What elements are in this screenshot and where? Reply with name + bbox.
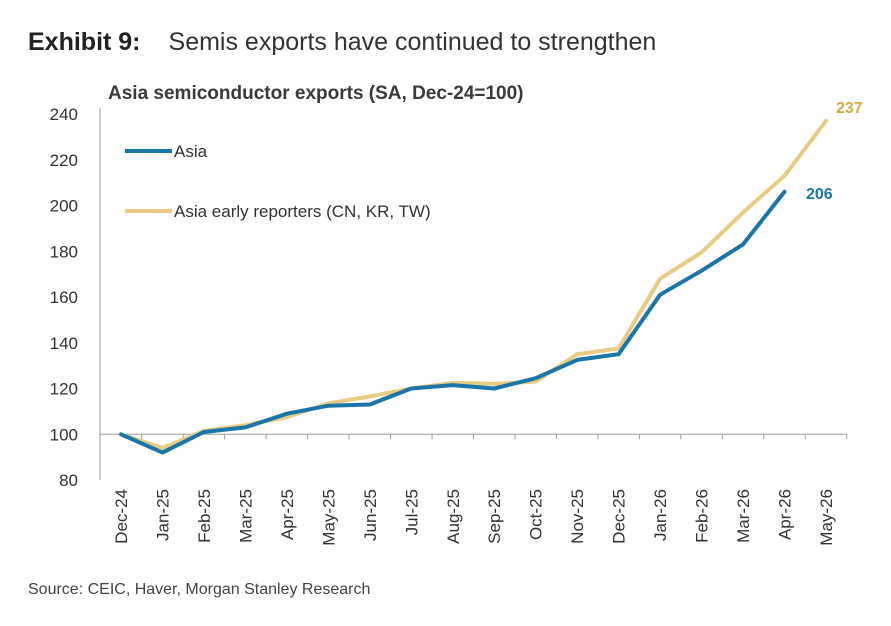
x-tick-label: Apr-25	[278, 489, 297, 540]
x-tick-label: Oct-25	[527, 489, 546, 540]
legend-label: Asia early reporters (CN, KR, TW)	[174, 202, 431, 221]
x-tick-label: Mar-25	[236, 489, 255, 543]
x-tick-label: Apr-26	[776, 489, 795, 540]
x-tick-label: Jul-25	[402, 489, 421, 535]
exhibit-title: Semis exports have continued to strength…	[168, 28, 657, 56]
y-tick-label: 140	[50, 334, 78, 353]
x-tick-label: Dec-25	[610, 489, 629, 544]
y-tick-label: 80	[59, 471, 78, 490]
x-tick-label: Nov-25	[568, 489, 587, 544]
y-tick-label: 200	[50, 197, 78, 216]
axes	[99, 108, 848, 480]
x-tick-label: Dec-24	[112, 489, 131, 544]
end-value-label: 206	[806, 186, 833, 203]
end-labels: 206 237	[806, 100, 863, 203]
y-tick-label: 220	[50, 151, 78, 170]
y-tick-label: 120	[50, 380, 78, 399]
x-tick-label: Feb-26	[693, 489, 712, 543]
y-tick-label: 180	[50, 242, 78, 261]
x-tick-label: Mar-26	[734, 489, 753, 543]
series-lines	[119, 118, 828, 455]
series-line-asia	[119, 189, 787, 455]
x-tick-label: Aug-25	[444, 489, 463, 544]
x-tick-label: May-26	[817, 489, 836, 546]
source-note: Source: CEIC, Haver, Morgan Stanley Rese…	[28, 581, 371, 598]
x-tick-label: Feb-25	[195, 489, 214, 543]
y-tick-label: 240	[50, 105, 78, 124]
end-value-label: 237	[836, 100, 863, 117]
legend: Asia Asia early reporters (CN, KR, TW)	[125, 142, 431, 221]
x-tick-label: Jan-26	[651, 489, 670, 541]
x-tick-label: Jan-25	[153, 489, 172, 541]
y-tick-label: 100	[50, 425, 78, 444]
series-line-asia-early-reporters	[119, 118, 828, 450]
exhibit-number: Exhibit 9:	[28, 28, 141, 56]
x-tick-label: May-25	[319, 489, 338, 546]
y-tick-label: 160	[50, 288, 78, 307]
x-tick-label: Jun-25	[361, 489, 380, 541]
y-axis-labels: 80 100 120 140 160 180 200 220 240	[50, 105, 78, 490]
chart-title: Asia semiconductor exports (SA, Dec-24=1…	[108, 83, 524, 104]
x-axis-labels: Dec-24 Jan-25 Feb-25 Mar-25 Apr-25 May-25 Jun-…	[112, 489, 836, 546]
legend-label: Asia	[174, 142, 208, 161]
exhibit-header: Exhibit 9: Semis exports have continued t…	[28, 28, 656, 57]
x-tick-label: Sep-25	[485, 489, 504, 544]
